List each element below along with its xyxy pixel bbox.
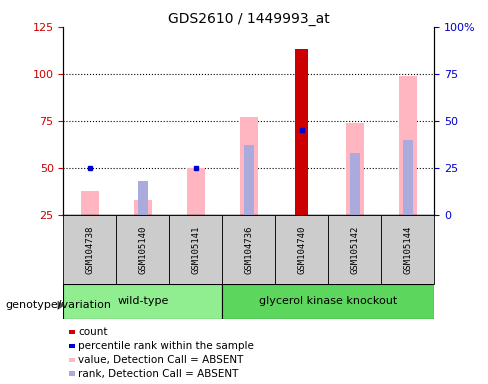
Text: GSM105144: GSM105144 — [403, 225, 412, 274]
Text: wild-type: wild-type — [117, 296, 168, 306]
Bar — [69, 330, 75, 334]
Text: rank, Detection Call = ABSENT: rank, Detection Call = ABSENT — [78, 369, 239, 379]
Bar — [328, 215, 381, 284]
Bar — [117, 215, 169, 284]
Bar — [223, 284, 434, 319]
Text: GSM104738: GSM104738 — [85, 225, 95, 274]
Bar — [403, 140, 412, 215]
Bar — [399, 76, 417, 215]
Text: GSM105140: GSM105140 — [139, 225, 147, 274]
Bar — [275, 215, 328, 284]
Bar — [240, 117, 258, 215]
Bar — [381, 215, 434, 284]
Bar — [186, 168, 205, 215]
Text: GSM104736: GSM104736 — [244, 225, 253, 274]
Bar — [244, 146, 254, 215]
Bar — [223, 215, 275, 284]
Bar — [346, 123, 364, 215]
Text: value, Detection Call = ABSENT: value, Detection Call = ABSENT — [78, 355, 244, 365]
Bar — [63, 284, 223, 319]
Bar — [169, 215, 223, 284]
Text: glycerol kinase knockout: glycerol kinase knockout — [259, 296, 398, 306]
Bar — [63, 215, 117, 284]
Text: percentile rank within the sample: percentile rank within the sample — [78, 341, 254, 351]
Text: genotype/variation: genotype/variation — [5, 300, 111, 310]
Bar — [350, 153, 360, 215]
Text: count: count — [78, 327, 107, 337]
Bar — [138, 181, 148, 215]
Text: GSM104740: GSM104740 — [297, 225, 306, 274]
Bar — [134, 200, 152, 215]
Bar — [295, 50, 308, 215]
Text: GSM105142: GSM105142 — [350, 225, 359, 274]
Bar — [69, 371, 75, 376]
Bar — [69, 358, 75, 362]
Bar — [81, 190, 99, 215]
Bar — [69, 344, 75, 348]
Polygon shape — [58, 301, 65, 310]
Title: GDS2610 / 1449993_at: GDS2610 / 1449993_at — [168, 12, 330, 26]
Text: GSM105141: GSM105141 — [191, 225, 201, 274]
